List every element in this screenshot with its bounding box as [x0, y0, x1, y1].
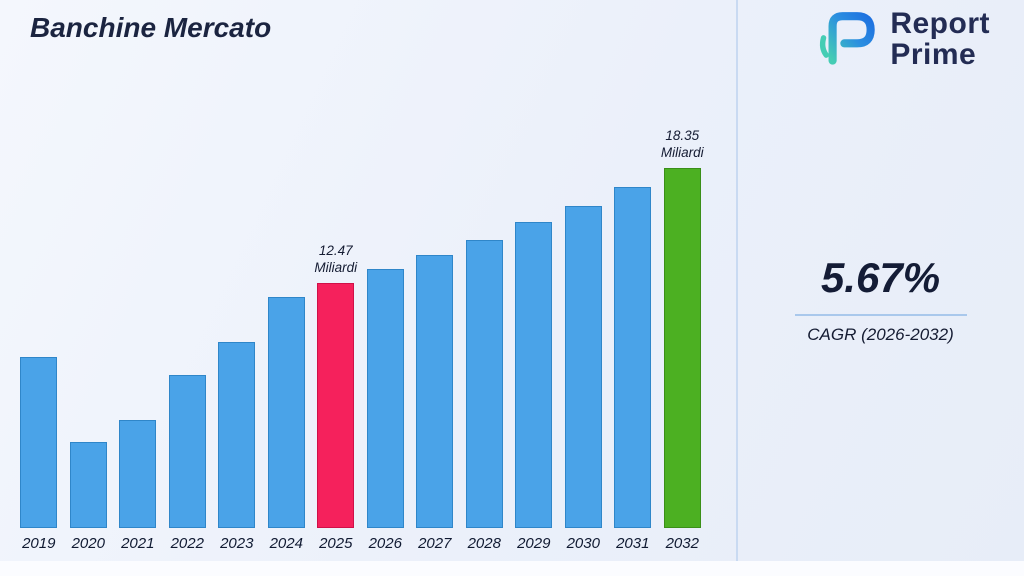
cagr-value: 5.67%: [820, 254, 941, 301]
cagr-underline: [794, 314, 967, 316]
bar-slot-2025: 12.47 Miliardi 2025: [311, 242, 361, 559]
x-tick-2025: 2025: [319, 535, 353, 552]
bar-slot-2029: 2029: [509, 222, 559, 559]
x-tick-2031: 2031: [616, 535, 650, 552]
x-tick-2032: 2032: [665, 535, 699, 552]
bar-chart: 2019 2020 2021 2022 2023 2024 12.47 Miliardi 202…: [14, 127, 707, 559]
bar-slot-2032: 18.35 Miliardi 2032: [658, 127, 708, 559]
bar-slot-2023: 2023: [212, 342, 262, 559]
bar-2019: [20, 357, 58, 528]
x-tick-2028: 2028: [467, 535, 501, 552]
report-prime-logo-text: Report Prime: [890, 6, 990, 71]
x-tick-2024: 2024: [269, 535, 303, 552]
bar-slot-2024: 2024: [262, 297, 312, 559]
chart-title: Banchine Mercato: [30, 12, 272, 43]
bar-slot-2019: 2019: [14, 357, 64, 559]
bar-2022: [168, 375, 206, 528]
x-tick-2027: 2027: [418, 535, 452, 552]
bar-2030: [564, 206, 602, 528]
bar-slot-2020: 2020: [64, 442, 114, 559]
bar-2026: [366, 269, 404, 528]
footer-strip: [0, 561, 1024, 576]
bar-slot-2026: 2026: [361, 269, 411, 559]
bar-2029: [515, 222, 553, 528]
report-prime-logo: Report Prime: [816, 8, 990, 71]
cagr-block: 5.67% CAGR (2026-2032): [737, 254, 1024, 345]
bar-2027: [416, 255, 454, 528]
x-tick-2019: 2019: [22, 535, 56, 552]
report-prime-logo-icon: [816, 8, 880, 71]
x-tick-2030: 2030: [566, 535, 600, 552]
bar-2028: [465, 240, 503, 528]
bar-2020: [69, 442, 107, 528]
bar-2031: [614, 187, 652, 528]
bar-2025: [317, 283, 355, 528]
x-tick-2021: 2021: [121, 535, 155, 552]
x-tick-2023: 2023: [220, 535, 254, 552]
logo-text-line1: Report: [890, 6, 990, 40]
bar-2021: [119, 420, 157, 528]
bar-2023: [218, 342, 256, 528]
x-tick-2022: 2022: [170, 535, 204, 552]
bar-2024: [267, 297, 305, 528]
x-tick-2029: 2029: [517, 535, 551, 552]
bar-value-label-2032: 18.35 Miliardi: [660, 127, 704, 161]
logo-text-line2: Prime: [890, 37, 977, 71]
bar-slot-2030: 2030: [559, 206, 609, 559]
bar-slot-2022: 2022: [163, 375, 213, 559]
bar-slot-2027: 2027: [410, 255, 460, 559]
bar-value-label-2025: 12.47 Miliardi: [314, 242, 358, 276]
vertical-divider: [736, 0, 738, 576]
bar-slot-2031: 2031: [608, 187, 658, 559]
bar-slot-2028: 2028: [460, 240, 510, 559]
cagr-label: CAGR (2026-2032): [807, 325, 954, 344]
bar-2032: [663, 168, 701, 528]
x-tick-2026: 2026: [368, 535, 402, 552]
bar-slot-2021: 2021: [113, 420, 163, 559]
x-tick-2020: 2020: [71, 535, 105, 552]
